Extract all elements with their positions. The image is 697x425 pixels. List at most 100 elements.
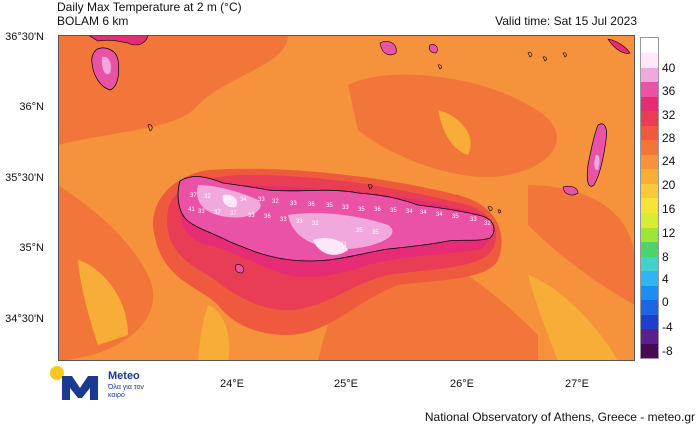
- temperature-value-label: 33: [470, 217, 477, 223]
- temperature-value-label: 36: [308, 202, 315, 208]
- temperature-value-label: 32: [204, 194, 211, 200]
- colorbar-cell: [641, 256, 658, 272]
- colorbar-cell: [641, 270, 658, 286]
- colorbar-cell: [641, 110, 658, 126]
- temperature-value-label: 41: [340, 242, 347, 248]
- lat-label: 35°N: [19, 242, 44, 254]
- colorbar-cell: [641, 212, 658, 228]
- temperature-map: 37 32 39 34 33 32 33 36 35 33 35 36 35 34 34 34 35 33 32 33…: [58, 35, 635, 361]
- colorbar-tick: -4: [662, 320, 673, 334]
- temperature-value-label: 41: [188, 207, 195, 213]
- island-kasos: [562, 185, 579, 196]
- temperature-value-label: 32: [272, 199, 279, 205]
- temperature-value-label: 34: [406, 209, 413, 215]
- logo-m-icon: [62, 376, 98, 400]
- colorbar-tick: 16: [662, 202, 676, 216]
- colorbar-cell: [641, 67, 658, 83]
- colorbar-cell: [641, 154, 658, 170]
- temperature-value-label: 34: [436, 212, 443, 218]
- temperature-value-label: 33: [342, 205, 349, 211]
- lon-label: 27°E: [565, 378, 589, 390]
- temperature-value-label: 34: [240, 197, 247, 203]
- islet-east: [497, 209, 502, 214]
- model-name: BOLAM 6 km: [57, 14, 129, 28]
- warm-patch: [528, 185, 635, 305]
- colorbar: [640, 37, 659, 359]
- cool-patch: [78, 260, 128, 345]
- temperature-value-label: 37: [230, 211, 237, 217]
- colorbar-cell: [641, 168, 658, 184]
- colorbar-cell: [641, 285, 658, 301]
- colorbar-tick: 28: [662, 131, 676, 145]
- colorbar-cell: [641, 52, 658, 68]
- warm-patch: [58, 185, 154, 361]
- colorbar-cell: [641, 183, 658, 199]
- colorbar-cell: [641, 328, 658, 344]
- lon-label: 25°E: [334, 378, 358, 390]
- temperature-value-label: 35: [390, 208, 397, 214]
- islet-east: [487, 206, 493, 212]
- island-gavdos: [234, 264, 244, 274]
- temperature-value-label: 35: [356, 228, 363, 234]
- island-santorini: [428, 44, 438, 54]
- lat-label: 35°30'N: [5, 172, 44, 184]
- lon-label: 26°E: [450, 378, 474, 390]
- colorbar-tick: 24: [662, 154, 676, 168]
- value-labels: 37 32 39 34 33 32 33 36 35 33 35 36 35 34 34 34 35 33 32 33…: [188, 193, 491, 248]
- temperature-value-label: 33: [290, 201, 297, 207]
- island-small: [437, 64, 442, 70]
- island-small: [562, 52, 567, 58]
- meteo-logo: [50, 366, 98, 400]
- land-peloponnese: [87, 35, 149, 46]
- valid-time: Valid time: Sat 15 Jul 2023: [495, 14, 637, 28]
- temperature-value-label: 33: [296, 219, 303, 225]
- colorbar-cell: [641, 314, 658, 330]
- colorbar-cell: [641, 198, 658, 214]
- island-small: [527, 52, 533, 58]
- colorbar-cell: [641, 241, 658, 257]
- temperature-value-label: 39: [224, 196, 231, 202]
- island-small: [542, 56, 547, 62]
- islet-dia: [367, 184, 373, 190]
- temperature-value-label: 35: [372, 230, 379, 236]
- lat-label: 34°30'N: [5, 313, 44, 325]
- colorbar-cell: [641, 343, 658, 359]
- lon-label: 24°E: [220, 378, 244, 390]
- colorbar-tick: 0: [662, 295, 669, 309]
- colorbar-cell: [641, 81, 658, 97]
- island-karpathos: [594, 154, 600, 171]
- temperature-value-label: 35: [358, 207, 365, 213]
- lat-label: 36°30'N: [5, 31, 44, 43]
- colorbar-tick: 20: [662, 178, 676, 192]
- colorbar-tick: 4: [662, 272, 669, 286]
- map-frame: [58, 35, 635, 361]
- cool-patch: [528, 275, 618, 361]
- temperature-value-label: 35: [452, 214, 459, 220]
- logo-tagline: Όλα για τον καιρό: [108, 384, 144, 399]
- temperature-value-label: 32: [312, 221, 319, 227]
- map-title: Daily Max Temperature at 2 m (°C): [57, 0, 242, 14]
- colorbar-cell: [641, 299, 658, 315]
- island-kythera: [101, 56, 111, 75]
- colorbar-tick: -8: [662, 344, 673, 358]
- logo-name: Meteo: [108, 370, 140, 382]
- temperature-value-label: 37: [190, 193, 197, 199]
- cool-patch: [198, 305, 230, 361]
- island-milos: [379, 41, 397, 56]
- colorbar-cell: [641, 125, 658, 141]
- temperature-value-label: 34: [420, 210, 427, 216]
- cool-patch: [438, 110, 471, 155]
- temperature-value-label: 33: [280, 217, 287, 223]
- crete-hot-core: [313, 238, 348, 255]
- island-amorgos: [607, 38, 631, 54]
- crete-hot-core: [222, 194, 238, 208]
- temperature-value-label: 33: [258, 197, 265, 203]
- colorbar-cell: [641, 96, 658, 112]
- temperature-value-label: 32: [484, 221, 491, 227]
- colorbar-cell: [641, 38, 658, 54]
- lat-label: 36°N: [19, 101, 44, 113]
- credit-text: National Observatory of Athens, Greece -…: [424, 410, 695, 424]
- colorbar-tick: 8: [662, 250, 669, 264]
- temperature-value-label: 35: [326, 203, 333, 209]
- temperature-value-label: 36: [374, 207, 381, 213]
